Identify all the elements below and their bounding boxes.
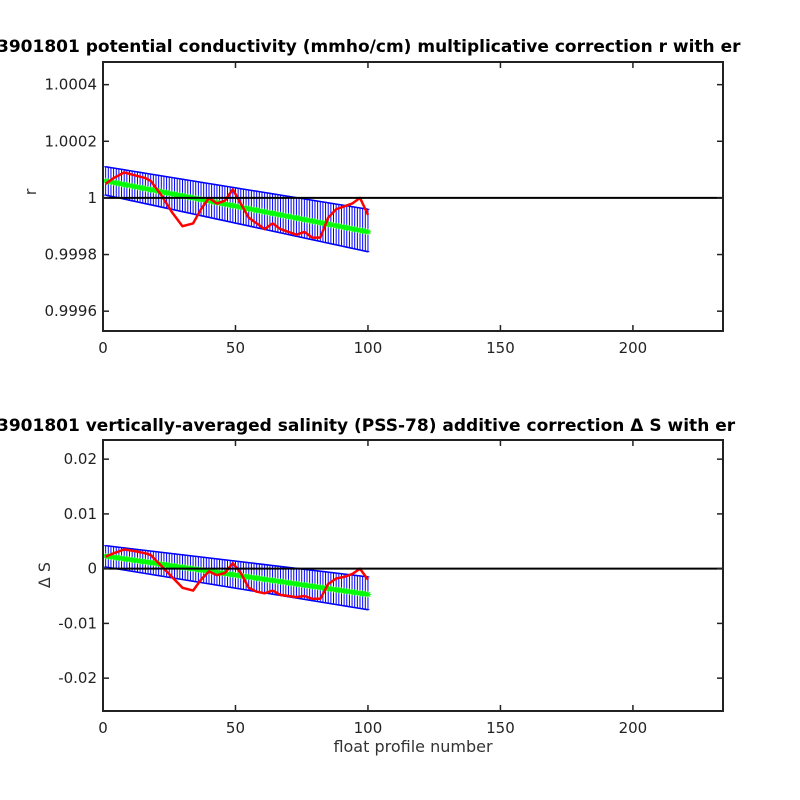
y-tick-label: 0.02 [64,450,97,468]
plot-area: 0 50 100 150 200 0.9996 0.9998 1 1.0002 1.0004 [45,61,724,357]
chart-title: 3901801 vertically-averaged salinity (PS… [0,416,736,436]
band-lower-edge [105,194,369,253]
band-lower-edge [105,566,369,611]
x-tick-label: 50 [226,719,245,737]
x-axis-label: float profile number [333,737,493,756]
fit-marker [287,213,295,221]
x-tick-label: 100 [354,719,383,737]
y-tick-label: 0.01 [64,505,97,523]
x-tick-label: 200 [619,339,648,357]
fit-marker [166,190,173,197]
fit-markers [102,552,372,598]
y-axis-label: r [21,188,40,195]
panel-salinity-correction: 3901801 vertically-averaged salinity (PS… [0,416,736,756]
error-bars [104,544,370,611]
x-tick-label: 100 [354,339,383,357]
fit-marker [364,228,372,236]
y-tick-label: -0.02 [58,669,97,687]
fit-marker [261,208,268,216]
y-tick-label: 0.9998 [45,246,98,264]
x-tick-label: 0 [98,719,108,737]
panel-conductivity-correction: 3901801 potential conductivity (mmho/cm)… [0,37,741,357]
band-upper-edge [105,166,369,210]
y-axis-label: Δ S [35,562,54,588]
fit-marker [364,591,372,598]
x-tick-label: 150 [486,719,515,737]
y-tick-label: 0.9996 [45,302,98,320]
y-tick-label: 1 [87,189,97,207]
x-tick-label: 50 [226,339,245,357]
x-tick-label: 150 [486,339,515,357]
y-tick-label: 1.0004 [45,76,98,94]
y-tick-label: -0.01 [58,614,97,632]
plot-area: 0 50 100 150 200 -0.02 -0.01 0 0.01 0.02 [58,439,724,737]
axes-frame [102,439,724,712]
error-bars [104,166,370,253]
y-tick-label: 1.0002 [45,132,98,150]
band-upper-edge [105,544,369,578]
x-tick-label: 200 [619,719,648,737]
chart-title: 3901801 potential conductivity (mmho/cm)… [0,37,741,57]
y-tick-label: 0 [87,560,97,578]
axes-frame [102,61,724,332]
estimate-line [105,548,370,601]
x-tick-label: 0 [98,339,108,357]
estimate-line [104,171,370,239]
